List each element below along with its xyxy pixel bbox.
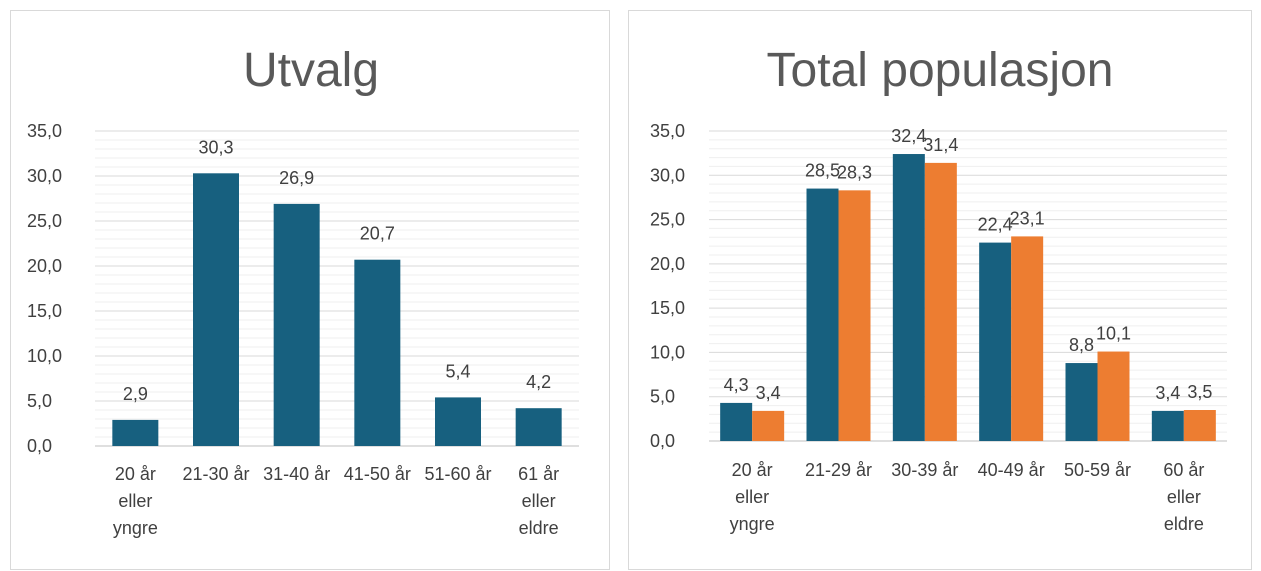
data-label: 10,1 [1096,324,1131,344]
bar [1097,351,1130,441]
y-tick-label: 30,0 [27,166,62,186]
bar [979,242,1012,441]
y-tick-label: 10,0 [650,342,685,362]
data-label: 30,3 [198,137,233,157]
data-label: 28,5 [805,161,840,181]
bar [354,259,401,446]
bar [515,408,562,446]
y-tick-label: 0,0 [27,436,52,456]
bar [1065,363,1098,441]
data-label: 5,4 [445,361,470,381]
data-label: 23,1 [1010,208,1045,228]
bar [435,397,481,446]
bar [892,154,925,441]
y-tick-label: 0,0 [650,431,675,451]
x-category-label: yngre [730,514,775,534]
x-category-label: 20 år [732,460,773,480]
data-label: 4,2 [526,372,551,392]
bar [806,188,839,441]
x-category-label: eller [1167,487,1201,507]
data-label: 20,7 [360,224,395,244]
x-category-label: yngre [113,518,158,538]
x-category-label: 51-60 år [424,464,491,484]
bar [924,162,957,441]
chart-title: Utvalg [243,44,379,97]
y-tick-label: 25,0 [650,210,685,230]
data-label: 22,4 [978,215,1013,235]
y-tick-label: 10,0 [27,346,62,366]
y-tick-label: 5,0 [650,387,675,407]
bar [1011,236,1044,441]
bar [752,410,785,441]
chart-panel-utvalg: Utvalg 0,0 5,0 10,0 15,0 20,0 25,0 30,0 35,0 2,9 3… [10,10,610,570]
x-category-label: 60 år [1163,460,1204,480]
chart-utvalg: Utvalg 0,0 5,0 10,0 15,0 20,0 25,0 30,0 35,0 2,9 3… [27,44,579,538]
x-category-label: 20 år [115,464,156,484]
x-category-label: 41-50 år [344,464,411,484]
x-category-label: eller [118,491,152,511]
chart-title: Total populasjon [767,44,1114,97]
x-category-label: 50-59 år [1064,460,1131,480]
x-category-label: 21-30 år [182,464,249,484]
data-label: 4,3 [724,375,749,395]
y-tick-label: 20,0 [27,256,62,276]
x-category-label: eller [735,487,769,507]
bar [112,419,159,446]
x-category-label: 61 år [518,464,559,484]
bar [1151,410,1184,441]
x-category-label: 31-40 år [263,464,330,484]
data-label: 2,9 [123,384,148,404]
y-tick-label: 35,0 [650,121,685,141]
data-label: 26,9 [279,168,314,188]
y-tick-label: 15,0 [27,301,62,321]
x-category-label: 21-29 år [805,460,872,480]
y-tick-label: 5,0 [27,391,52,411]
x-category-label: 40-49 år [978,460,1045,480]
chart-total-populasjon: Total populasjon 0,0 5,0 10,0 15,0 20,0 25,0 30… [650,44,1227,534]
x-category-label: eller [522,491,556,511]
bar [273,203,320,446]
y-tick-label: 20,0 [650,254,685,274]
data-label: 3,4 [1155,383,1180,403]
y-tick-label: 35,0 [27,121,62,141]
bar [838,190,871,441]
x-category-label: 30-39 år [891,460,958,480]
data-label: 3,4 [756,383,781,403]
bar [193,173,239,447]
data-label: 32,4 [891,126,926,146]
data-label: 8,8 [1069,335,1094,355]
data-label: 3,5 [1187,382,1212,402]
bar [720,402,753,441]
bar [1183,410,1216,441]
data-label: 31,4 [923,135,958,155]
x-category-label: eldre [1164,514,1204,534]
y-tick-label: 15,0 [650,298,685,318]
data-label: 28,3 [837,162,872,182]
x-category-label: eldre [519,518,559,538]
chart-panel-total-populasjon: Total populasjon 0,0 5,0 10,0 15,0 20,0 25,0 30… [628,10,1252,570]
y-tick-label: 25,0 [27,211,62,231]
y-tick-label: 30,0 [650,165,685,185]
